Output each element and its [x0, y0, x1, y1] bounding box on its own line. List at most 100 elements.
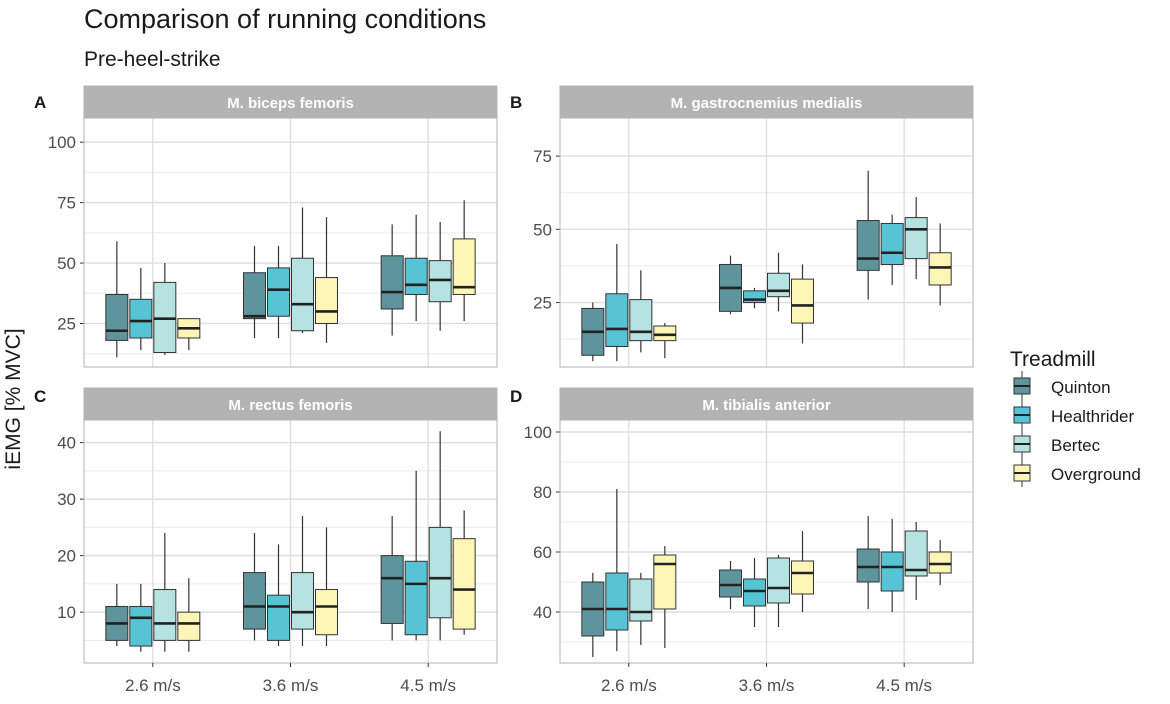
box-quinton-1 — [581, 302, 605, 362]
y-tick-label: 40 — [57, 434, 76, 453]
panel-letter: D — [510, 387, 522, 406]
panel-border — [83, 117, 498, 368]
box-quinton-2 — [719, 561, 742, 609]
box-bertec-3 — [428, 431, 452, 641]
box-bertec-1 — [153, 263, 177, 355]
box-iqr — [880, 551, 904, 592]
y-tick-label: 60 — [533, 543, 552, 562]
panel-c: C M. rectus femoris 10 20 30 40 2.6 m/s 3.6 m/s… — [34, 387, 498, 695]
panel-title: M. rectus femoris — [228, 397, 352, 414]
y-tick-label: 25 — [533, 294, 552, 313]
box-iqr — [605, 293, 629, 347]
box-overground-2 — [315, 217, 338, 343]
box-bertec-2 — [767, 252, 790, 312]
box-iqr — [653, 554, 677, 610]
panel-letter: B — [510, 93, 522, 112]
box-iqr — [928, 551, 952, 574]
box-iqr — [267, 267, 290, 317]
x-tick-label: 3.6 m/s — [739, 676, 795, 695]
panel-strip — [83, 387, 498, 421]
box-iqr — [653, 325, 677, 342]
box-healthrider-2 — [267, 544, 290, 647]
legend-title: Treadmill — [1010, 348, 1096, 371]
y-tick-label: 80 — [533, 483, 552, 502]
box-overground-1 — [177, 318, 201, 351]
box-healthrider-1 — [129, 267, 153, 351]
box-iqr — [291, 257, 314, 332]
box-quinton-3 — [380, 516, 404, 641]
legend-label: Quinton — [1051, 378, 1111, 397]
box-quinton-2 — [719, 255, 742, 315]
box-iqr — [177, 611, 201, 641]
box-iqr — [856, 220, 880, 271]
y-tick-label: 20 — [57, 547, 76, 566]
panel-border — [559, 117, 974, 368]
box-quinton-2 — [243, 246, 266, 338]
box-bertec-1 — [153, 533, 177, 652]
box-bertec-2 — [767, 555, 790, 627]
box-overground-2 — [791, 264, 814, 344]
box-iqr — [315, 277, 338, 324]
box-iqr — [856, 548, 880, 583]
y-tick-label: 100 — [524, 423, 552, 442]
panel-title: M. tibialis anterior — [702, 397, 831, 414]
box-iqr — [105, 293, 129, 341]
panel-title: M. biceps femoris — [227, 95, 354, 112]
box-quinton-3 — [380, 224, 404, 336]
y-tick-label: 75 — [533, 147, 552, 166]
y-tick-label: 50 — [533, 220, 552, 239]
box-healthrider-2 — [267, 246, 290, 338]
x-tick-label: 3.6 m/s — [263, 676, 319, 695]
box-quinton-1 — [105, 241, 129, 358]
box-iqr — [767, 272, 790, 298]
chart-panels: A M. biceps femoris 25 50 75 100 B M. gastrocne… — [34, 85, 974, 695]
box-healthrider-3 — [404, 214, 428, 322]
box-bertec-3 — [904, 197, 928, 280]
box-iqr — [428, 526, 452, 619]
legend-item-quinton: Quinton — [1013, 371, 1111, 400]
y-tick-label: 30 — [57, 490, 76, 509]
box-iqr — [243, 572, 266, 630]
box-iqr — [605, 572, 629, 631]
box-healthrider-3 — [880, 214, 904, 285]
box-bertec-2 — [291, 516, 314, 647]
panel-title: M. gastrocnemius medialis — [671, 95, 863, 112]
box-iqr — [767, 557, 790, 604]
y-tick-label: 25 — [57, 314, 76, 333]
panel-letter: A — [34, 93, 46, 112]
chart-title: Comparison of running conditions — [84, 4, 486, 34]
box-overground-3 — [452, 200, 476, 322]
box-quinton-1 — [581, 573, 605, 657]
panel-b: B M. gastrocnemius medialis 25 50 75 — [510, 85, 974, 368]
box-iqr — [315, 589, 338, 636]
box-iqr — [928, 252, 952, 286]
box-healthrider-2 — [743, 287, 766, 309]
legend-item-healthrider: Healthrider — [1013, 400, 1134, 429]
box-iqr — [380, 555, 404, 624]
legend-label: Bertec — [1051, 436, 1101, 455]
box-bertec-1 — [629, 573, 653, 645]
box-overground-3 — [928, 540, 952, 585]
box-healthrider-1 — [129, 583, 153, 652]
box-healthrider-3 — [880, 519, 904, 612]
y-tick-label: 100 — [48, 133, 76, 152]
box-overground-2 — [791, 531, 814, 612]
panel-strip — [559, 85, 974, 119]
legend-label: Overground — [1051, 465, 1141, 484]
box-healthrider-1 — [605, 243, 629, 362]
box-iqr — [380, 255, 404, 310]
legend-item-bertec: Bertec — [1013, 429, 1101, 458]
box-iqr — [629, 578, 653, 622]
box-bertec-3 — [904, 522, 928, 600]
box-iqr — [904, 217, 928, 260]
box-iqr — [452, 238, 476, 295]
box-iqr — [267, 594, 290, 641]
box-iqr — [129, 605, 153, 647]
box-iqr — [880, 222, 904, 265]
box-quinton-2 — [243, 533, 266, 641]
box-healthrider-3 — [404, 470, 428, 641]
box-iqr — [791, 278, 814, 324]
box-bertec-3 — [428, 221, 452, 331]
